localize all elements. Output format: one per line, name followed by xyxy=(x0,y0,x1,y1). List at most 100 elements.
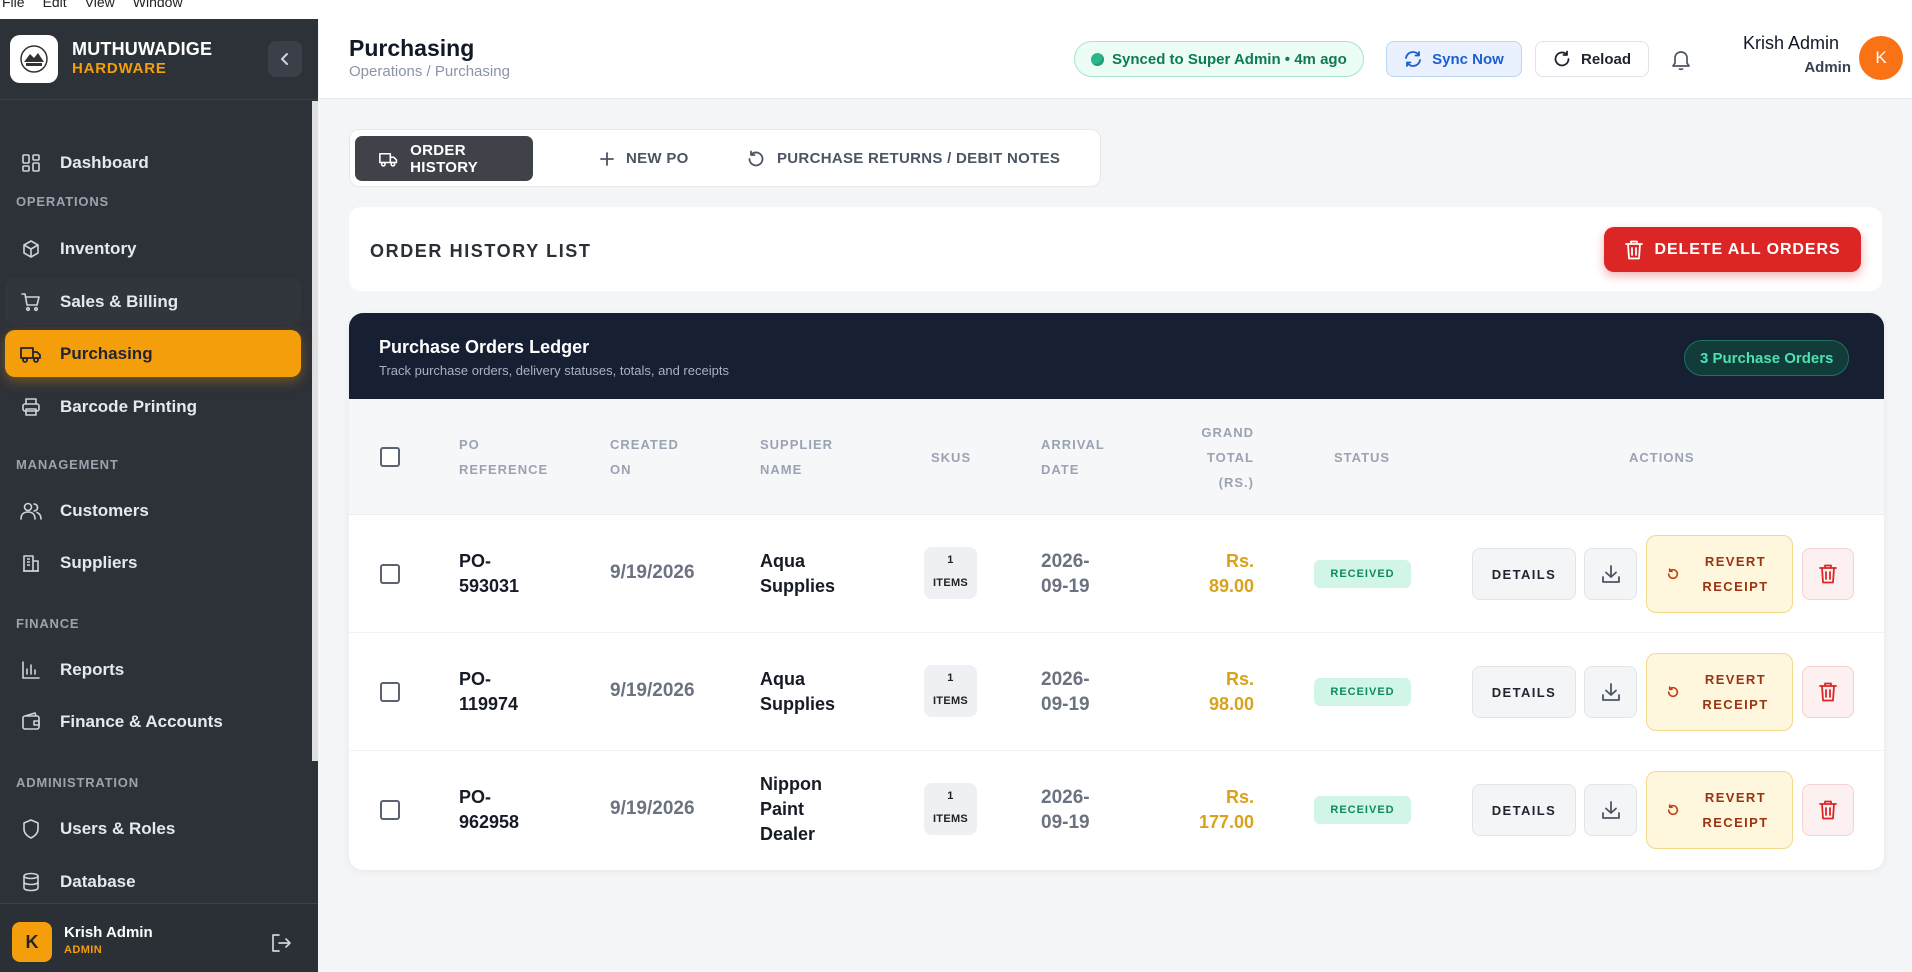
status-badge: RECEIVED xyxy=(1314,796,1411,824)
sidebar-divider xyxy=(0,99,318,100)
menu-window[interactable]: Window xyxy=(132,0,183,10)
brand-name: MUTHUWADIGE xyxy=(72,39,213,59)
revert-receipt-button[interactable]: REVERT RECEIPT xyxy=(1646,535,1793,613)
column-header-supplier-name[interactable]: SUPPLIER NAME xyxy=(760,437,834,477)
avatar[interactable]: K xyxy=(1859,36,1903,80)
menu-edit[interactable]: Edit xyxy=(42,0,67,10)
download-icon xyxy=(1601,565,1620,583)
arrival-date: 2026- 09-19 xyxy=(1041,669,1090,715)
brand-subtitle: HARDWARE xyxy=(72,60,167,77)
sidebar-item-purchasing[interactable]: Purchasing xyxy=(5,330,301,377)
sidebar-item-reports[interactable]: Reports xyxy=(5,646,301,693)
row-checkbox[interactable] xyxy=(380,564,400,584)
column-header-grand-total[interactable]: GRAND TOTAL (RS.) xyxy=(1201,425,1254,490)
grand-total: Rs. 98.00 xyxy=(1208,669,1254,714)
sidebar-item-label: Finance & Accounts xyxy=(60,711,223,731)
tab-label: ORDER HISTORY xyxy=(410,141,479,176)
sidebar-scrollbar[interactable] xyxy=(312,101,318,761)
rotate-ccw-icon xyxy=(748,150,764,166)
delete-all-orders-button[interactable]: DELETE ALL ORDERS xyxy=(1604,227,1861,272)
section-title: ORDER HISTORY LIST xyxy=(370,241,592,261)
delete-order-button[interactable] xyxy=(1802,784,1854,836)
column-header-status[interactable]: STATUS xyxy=(1334,450,1391,465)
sidebar-item-inventory[interactable]: Inventory xyxy=(5,225,301,272)
po-reference: PO- 593031 xyxy=(459,551,520,596)
logout-button[interactable] xyxy=(270,932,292,954)
select-all-checkbox[interactable] xyxy=(380,447,400,467)
sidebar-item-label: Database xyxy=(60,871,136,891)
table-row[interactable]: PO- 119974 9/19/2026 Aqua Supplies 1 ITEMS … xyxy=(349,633,1884,751)
sku-count: 1 ITEMS xyxy=(924,547,977,599)
details-button[interactable]: DETAILS xyxy=(1472,666,1576,718)
sidebar-item-dashboard[interactable]: Dashboard xyxy=(5,139,301,186)
download-button[interactable] xyxy=(1584,666,1637,718)
download-button[interactable] xyxy=(1584,784,1637,836)
sidebar-item-customers[interactable]: Customers xyxy=(5,487,301,534)
row-checkbox[interactable] xyxy=(380,682,400,702)
sidebar-item-barcode-printing[interactable]: Barcode Printing xyxy=(5,383,301,430)
printer-icon xyxy=(20,396,42,418)
section-label-management: MANAGEMENT xyxy=(16,457,119,472)
row-checkbox[interactable] xyxy=(380,800,400,820)
sidebar-item-finance-accounts[interactable]: Finance & Accounts xyxy=(5,698,301,745)
delete-order-button[interactable] xyxy=(1802,666,1854,718)
reload-button[interactable]: Reload xyxy=(1535,41,1649,77)
sidebar-item-label: Dashboard xyxy=(60,152,149,172)
sidebar-item-label: Suppliers xyxy=(60,552,138,572)
sku-count: 1 ITEMS xyxy=(924,783,977,835)
building-icon xyxy=(20,552,42,574)
reload-label: Reload xyxy=(1580,50,1631,68)
supplier-name: Nippon Paint Dealer xyxy=(760,774,822,844)
revert-receipt-button[interactable]: REVERT RECEIPT xyxy=(1646,771,1793,849)
sidebar-user-panel: K Krish Admin ADMIN xyxy=(0,903,318,972)
table-row[interactable]: PO- 593031 9/19/2026 Aqua Supplies 1 ITEMS … xyxy=(349,515,1884,633)
created-date: 9/19/2026 xyxy=(610,562,695,583)
status-badge: RECEIVED xyxy=(1314,560,1411,588)
sidebar-item-suppliers[interactable]: Suppliers xyxy=(5,539,301,586)
sync-status-badge: Synced to Super Admin • 4m ago xyxy=(1074,41,1364,77)
sync-icon xyxy=(1405,51,1422,67)
menu-file[interactable]: File xyxy=(2,0,25,10)
sidebar-item-label: Reports xyxy=(60,659,125,679)
download-icon xyxy=(1601,683,1620,701)
sidebar-item-sales-billing[interactable]: Sales & Billing xyxy=(5,278,301,325)
notifications-button[interactable] xyxy=(1669,48,1693,72)
truck-icon xyxy=(379,152,398,167)
sidebar-item-label: Customers xyxy=(60,500,149,520)
ledger-title: Purchase Orders Ledger xyxy=(379,337,590,357)
grand-total: Rs. 89.00 xyxy=(1208,551,1254,596)
tab-order-history[interactable]: ORDER HISTORY xyxy=(355,136,533,181)
details-button[interactable]: DETAILS xyxy=(1472,784,1576,836)
tab-purchase-returns[interactable]: PURCHASE RETURNS / DEBIT NOTES xyxy=(747,136,1060,181)
breadcrumb: Operations / Purchasing xyxy=(349,63,510,80)
details-button[interactable]: DETAILS xyxy=(1472,548,1576,600)
header-user-role: Admin xyxy=(1804,59,1851,76)
menu-view[interactable]: View xyxy=(84,0,115,10)
section-label-finance: FINANCE xyxy=(16,616,80,631)
dashboard-icon xyxy=(20,152,42,174)
column-header-arrival-date[interactable]: ARRIVAL DATE xyxy=(1041,437,1105,477)
sidebar-item-users-roles[interactable]: Users & Roles xyxy=(5,805,301,852)
sync-now-button[interactable]: Sync Now xyxy=(1386,41,1522,77)
grand-total: Rs. 177.00 xyxy=(1198,787,1254,832)
purchasing-tabs: ORDER HISTORY NEW PO PURCHASE RETURNS / … xyxy=(349,129,1101,187)
revert-receipt-button[interactable]: REVERT RECEIPT xyxy=(1646,653,1793,731)
section-label-administration: ADMINISTRATION xyxy=(16,775,139,790)
sidebar-item-database[interactable]: Database xyxy=(5,858,301,905)
sidebar-item-label: Barcode Printing xyxy=(60,396,197,416)
column-header-created-on[interactable]: CREATED ON xyxy=(610,437,679,477)
delete-order-button[interactable] xyxy=(1802,548,1854,600)
column-header-skus[interactable]: SKUS xyxy=(931,450,972,465)
sidebar-item-label: Inventory xyxy=(60,238,137,258)
brand[interactable]: MUTHUWADIGE HARDWARE xyxy=(10,35,212,83)
globe-icon xyxy=(1091,52,1104,66)
sku-count: 1 ITEMS xyxy=(924,665,977,717)
sidebar-item-label: Purchasing xyxy=(60,343,153,363)
tab-new-po[interactable]: NEW PO xyxy=(600,136,689,181)
table-header: PO REFERENCE CREATED ON SUPPLIER NAME SKUS … xyxy=(349,399,1884,515)
column-header-po-reference[interactable]: PO REFERENCE xyxy=(459,437,549,477)
collapse-sidebar-button[interactable] xyxy=(268,41,302,77)
download-button[interactable] xyxy=(1584,548,1637,600)
sidebar-user-name: Krish Admin xyxy=(64,924,153,941)
